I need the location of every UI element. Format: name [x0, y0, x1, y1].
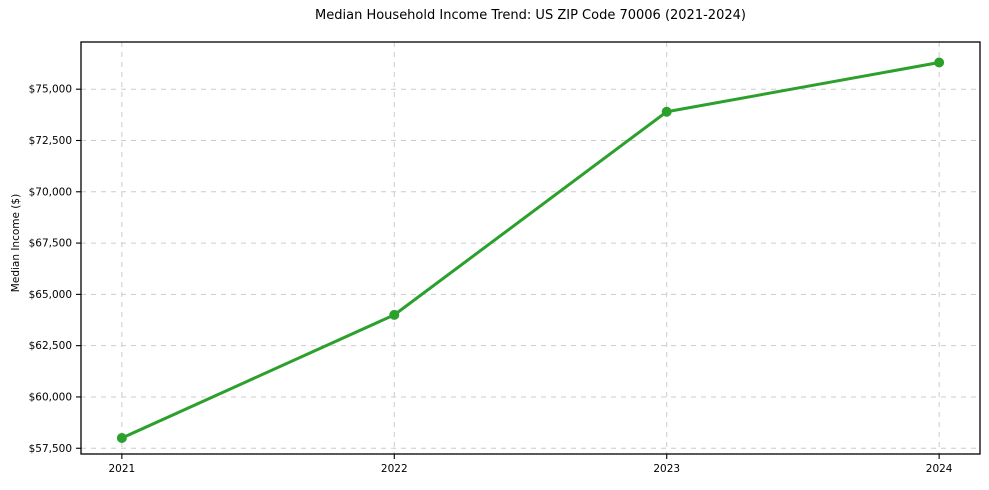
data-point-marker: [389, 309, 400, 320]
y-tick-label: $67,500: [29, 238, 72, 250]
data-point-marker: [934, 57, 945, 68]
x-tick-label: 2024: [926, 463, 953, 475]
income-trend-line: [120, 61, 941, 440]
x-tick-label: 2021: [108, 463, 135, 475]
x-tick-label: 2023: [653, 463, 680, 475]
chart-title: Median Household Income Trend: US ZIP Co…: [315, 8, 746, 23]
y-tick-label: $62,500: [29, 340, 72, 352]
y-tick-label: $72,500: [29, 135, 72, 147]
y-tick-label: $75,000: [29, 84, 72, 96]
x-tick-label: 2022: [381, 463, 408, 475]
y-tick-label: $60,000: [29, 391, 72, 403]
y-tick-label: $57,500: [29, 443, 72, 455]
data-point-marker: [661, 106, 672, 117]
y-tick-label: $65,000: [29, 289, 72, 301]
plot-border: [80, 41, 981, 455]
y-tick-label: $70,000: [29, 186, 72, 198]
data-point-marker: [116, 432, 127, 443]
